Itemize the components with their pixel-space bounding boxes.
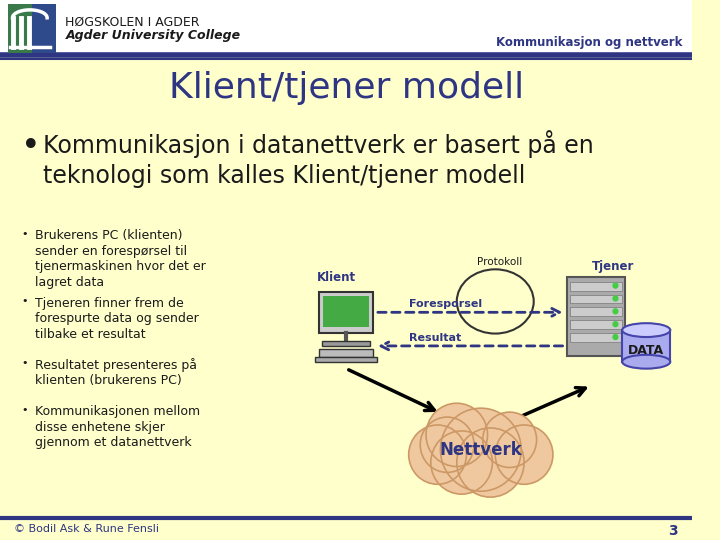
Text: Tjeneren finner frem de
forespurte data og sender
tilbake et resultat: Tjeneren finner frem de forespurte data … [35,296,199,341]
Circle shape [420,417,474,472]
Text: Kommunikasjonen mellom
disse enhetene skjer
gjennom et datanettverk: Kommunikasjonen mellom disse enhetene sk… [35,405,199,449]
Text: Klient: Klient [317,271,356,284]
FancyBboxPatch shape [567,276,625,356]
Text: Foresporsel: Foresporsel [409,299,482,309]
FancyBboxPatch shape [570,294,622,303]
Circle shape [431,431,492,494]
Text: •: • [21,405,27,415]
FancyBboxPatch shape [322,341,370,346]
FancyBboxPatch shape [315,357,377,362]
Circle shape [613,283,618,288]
Circle shape [613,322,618,327]
Ellipse shape [622,323,670,337]
Text: DATA: DATA [628,345,665,357]
FancyBboxPatch shape [8,4,55,53]
Circle shape [613,296,618,301]
FancyBboxPatch shape [570,333,622,342]
Ellipse shape [622,355,670,369]
Circle shape [495,425,553,484]
FancyBboxPatch shape [319,349,373,357]
Circle shape [456,428,524,497]
Text: 3: 3 [668,524,678,538]
Circle shape [482,412,536,468]
FancyBboxPatch shape [319,292,373,333]
FancyBboxPatch shape [32,4,55,53]
Text: Resultat: Resultat [409,333,461,343]
Circle shape [613,335,618,340]
FancyBboxPatch shape [0,0,693,57]
Text: Tjener: Tjener [593,260,635,273]
Text: •: • [21,296,27,307]
FancyBboxPatch shape [622,330,670,362]
Text: Nettverk: Nettverk [439,441,522,458]
Text: •: • [21,131,41,164]
Text: Kommunikasjon i datanettverk er basert på en
teknologi som kalles Klient/tjener : Kommunikasjon i datanettverk er basert p… [43,131,594,188]
Circle shape [613,309,618,314]
FancyBboxPatch shape [570,282,622,291]
Text: © Bodil Ask & Rune Fensli: © Bodil Ask & Rune Fensli [14,524,159,534]
Text: Klient/tjener modell: Klient/tjener modell [168,71,523,105]
FancyBboxPatch shape [570,307,622,316]
Circle shape [409,425,467,484]
Text: •: • [21,358,27,368]
Text: HØGSKOLEN I AGDER: HØGSKOLEN I AGDER [66,16,200,29]
FancyBboxPatch shape [570,320,622,329]
Text: Agder University College: Agder University College [66,29,240,42]
Text: Kommunikasjon og nettverk: Kommunikasjon og nettverk [496,36,683,50]
Text: Brukerens PC (klienten)
sender en forespørsel til
tjenermaskinen hvor det er
lag: Brukerens PC (klienten) sender en foresp… [35,230,205,289]
Text: •: • [21,230,27,239]
Text: Protokoll: Protokoll [477,257,523,267]
FancyBboxPatch shape [323,295,369,327]
Circle shape [426,403,487,467]
Circle shape [441,408,521,491]
Text: Resultatet presenteres på
klienten (brukerens PC): Resultatet presenteres på klienten (bruk… [35,358,197,387]
